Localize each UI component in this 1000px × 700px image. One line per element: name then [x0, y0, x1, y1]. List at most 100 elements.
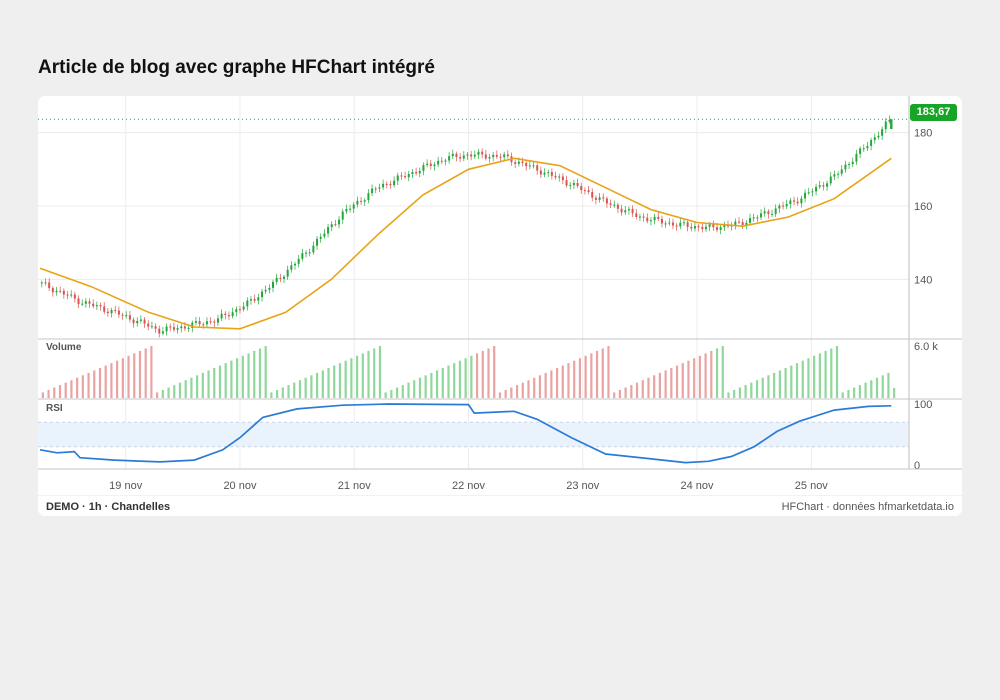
volume-bar[interactable] — [847, 389, 850, 398]
candle-body[interactable] — [671, 222, 674, 226]
volume-bar[interactable] — [510, 387, 513, 398]
candle-body[interactable] — [572, 182, 575, 186]
volume-bar[interactable] — [47, 389, 50, 398]
candle-body[interactable] — [649, 220, 652, 222]
candle-body[interactable] — [176, 328, 179, 330]
volume-bar[interactable] — [698, 355, 701, 398]
candle-body[interactable] — [609, 203, 612, 205]
volume-bar[interactable] — [527, 380, 530, 398]
volume-bar[interactable] — [104, 365, 107, 398]
candle-body[interactable] — [646, 217, 649, 222]
volume-bar[interactable] — [133, 353, 136, 398]
candle-body[interactable] — [437, 160, 440, 165]
volume-bar[interactable] — [807, 358, 810, 398]
candle-body[interactable] — [723, 224, 726, 228]
rsi-line[interactable] — [39, 403, 892, 464]
candle-body[interactable] — [77, 298, 80, 305]
candle-body[interactable] — [316, 238, 319, 246]
volume-bar[interactable] — [321, 370, 324, 398]
candle-body[interactable] — [701, 226, 704, 230]
volume-bar[interactable] — [544, 372, 547, 398]
candle-body[interactable] — [800, 198, 803, 204]
candle-body[interactable] — [183, 326, 186, 329]
volume-bar[interactable] — [635, 382, 639, 398]
candle-body[interactable] — [165, 326, 168, 332]
candle-body[interactable] — [532, 165, 535, 167]
candle-body[interactable] — [216, 318, 219, 323]
candle-body[interactable] — [756, 217, 759, 219]
volume-bar[interactable] — [196, 375, 199, 398]
volume-bar[interactable] — [710, 350, 713, 398]
volume-pane[interactable]: Volume 6.0 k — [41, 341, 939, 398]
candle-body[interactable] — [66, 294, 69, 296]
volume-bar[interactable] — [767, 375, 770, 398]
candle-body[interactable] — [367, 193, 370, 201]
candle-body[interactable] — [763, 211, 766, 214]
candle-body[interactable] — [279, 277, 282, 279]
candle-body[interactable] — [246, 300, 249, 307]
volume-bar[interactable] — [264, 346, 267, 398]
candle-body[interactable] — [44, 282, 47, 284]
candle-body[interactable] — [558, 176, 561, 178]
candle-body[interactable] — [855, 153, 858, 162]
candle-body[interactable] — [616, 204, 619, 209]
volume-bar[interactable] — [53, 387, 56, 398]
volume-bar[interactable] — [738, 387, 741, 398]
volume-bar[interactable] — [573, 360, 576, 398]
candle-body[interactable] — [161, 331, 164, 334]
volume-bar[interactable] — [395, 387, 399, 398]
candle-body[interactable] — [128, 315, 131, 320]
volume-bar[interactable] — [533, 377, 536, 398]
volume-bar[interactable] — [681, 363, 684, 398]
candle-body[interactable] — [70, 294, 73, 296]
candle-body[interactable] — [235, 309, 238, 313]
candle-body[interactable] — [73, 294, 76, 299]
candle-body[interactable] — [767, 211, 770, 215]
candle-body[interactable] — [143, 319, 146, 324]
volume-bar[interactable] — [287, 385, 290, 398]
candle-body[interactable] — [580, 186, 583, 191]
candle-body[interactable] — [657, 216, 660, 219]
volume-bar[interactable] — [98, 367, 102, 398]
volume-bar[interactable] — [178, 382, 182, 398]
candle-body[interactable] — [51, 288, 54, 293]
candle-body[interactable] — [488, 157, 491, 159]
candle-body[interactable] — [198, 321, 201, 325]
volume-bar[interactable] — [744, 385, 747, 398]
candle-body[interactable] — [330, 224, 333, 228]
candle-body[interactable] — [194, 321, 197, 323]
volume-bar[interactable] — [236, 358, 239, 398]
candle-body[interactable] — [605, 198, 608, 204]
volume-bar[interactable] — [750, 382, 753, 398]
candle-body[interactable] — [106, 311, 109, 314]
candle-body[interactable] — [826, 183, 829, 187]
volume-bar[interactable] — [824, 350, 827, 398]
candle-body[interactable] — [290, 265, 293, 270]
candle-body[interactable] — [745, 222, 748, 226]
candle-body[interactable] — [227, 315, 230, 317]
volume-bar[interactable] — [727, 392, 730, 398]
volume-bar[interactable] — [253, 350, 256, 398]
candle-body[interactable] — [319, 236, 322, 239]
volume-bar[interactable] — [156, 392, 159, 398]
volume-bar[interactable] — [430, 372, 433, 398]
volume-bar[interactable] — [561, 365, 564, 398]
candle-body[interactable] — [275, 277, 278, 282]
candle-body[interactable] — [341, 211, 344, 220]
candle-body[interactable] — [818, 185, 821, 187]
volume-bar[interactable] — [715, 348, 719, 398]
candle-body[interactable] — [583, 190, 586, 192]
candle-body[interactable] — [719, 227, 722, 230]
candle-body[interactable] — [378, 187, 381, 189]
candle-body[interactable] — [587, 190, 590, 192]
volume-bar[interactable] — [567, 363, 570, 398]
candle-body[interactable] — [158, 328, 161, 334]
volume-bar[interactable] — [161, 389, 164, 398]
volume-bar[interactable] — [190, 377, 193, 398]
volume-bar[interactable] — [693, 358, 696, 398]
volume-bar[interactable] — [773, 372, 776, 398]
volume-bar[interactable] — [144, 348, 147, 398]
volume-bar[interactable] — [367, 350, 370, 398]
volume-bar[interactable] — [538, 375, 542, 398]
candle-body[interactable] — [870, 140, 873, 146]
